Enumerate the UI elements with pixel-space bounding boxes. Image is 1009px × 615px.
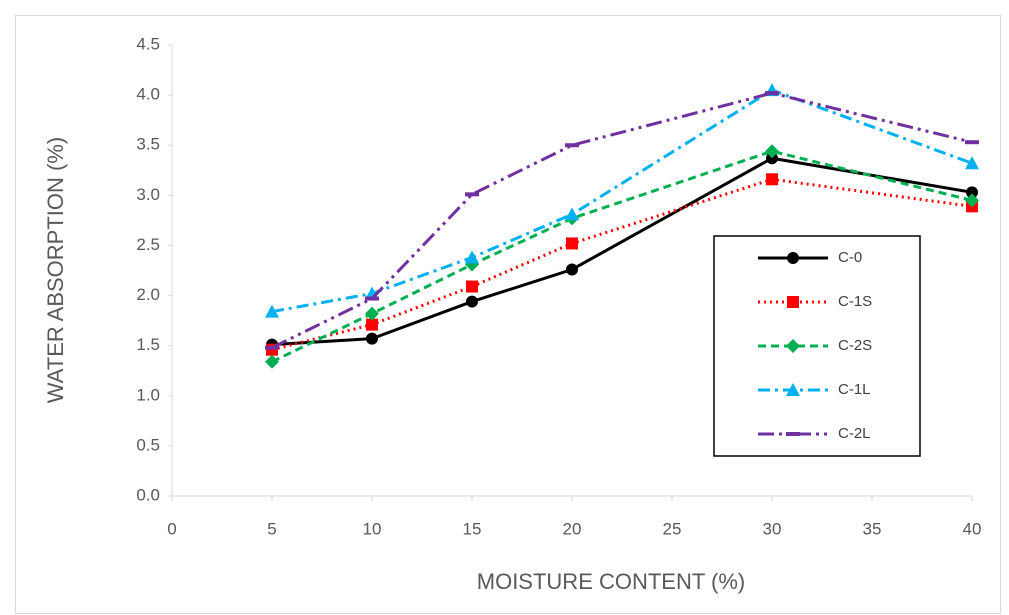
marker	[366, 318, 378, 331]
series-line	[271, 91, 973, 350]
x-tick-label: 35	[863, 519, 882, 538]
legend-marker	[787, 296, 799, 308]
y-axis-title: WATER ABSORPTION (%)	[43, 137, 68, 403]
marker	[465, 192, 479, 197]
marker	[365, 296, 379, 301]
x-tick-label: 30	[763, 519, 782, 538]
marker	[566, 263, 578, 276]
legend-label: C-0	[838, 249, 862, 266]
series-line	[271, 88, 973, 314]
marker	[265, 354, 279, 369]
series-line	[271, 177, 973, 352]
y-tick-label: 3.5	[136, 135, 160, 154]
marker	[565, 207, 579, 221]
marker	[765, 91, 779, 96]
y-tick-label: 0.5	[136, 435, 160, 454]
marker	[966, 186, 978, 199]
legend-label: C-1L	[838, 381, 871, 398]
marker	[465, 250, 479, 264]
marker	[965, 140, 979, 145]
legend-label: C-1S	[838, 293, 872, 310]
y-tick-label: 4.0	[136, 85, 160, 104]
marker	[766, 173, 778, 186]
marker	[265, 345, 279, 350]
marker	[965, 193, 979, 208]
y-tick-label: 0.0	[136, 485, 160, 504]
marker	[265, 304, 279, 318]
marker	[466, 280, 478, 293]
x-tick-label: 10	[363, 519, 382, 538]
marker	[765, 144, 779, 159]
legend-label: C-2S	[838, 337, 872, 354]
legend-marker	[786, 383, 800, 396]
legend-marker	[786, 432, 800, 436]
legend-label: C-2L	[838, 425, 871, 442]
x-axis-title: MOISTURE CONTENT (%)	[477, 569, 745, 594]
marker	[566, 237, 578, 250]
marker	[766, 152, 778, 165]
y-tick-label: 4.5	[136, 34, 160, 53]
marker	[965, 156, 979, 170]
x-tick-label: 40	[963, 519, 982, 538]
x-tick-label: 15	[463, 519, 482, 538]
y-tick-label: 1.5	[136, 335, 160, 354]
marker	[365, 306, 379, 321]
series-line	[271, 149, 973, 364]
x-tick-label: 5	[267, 519, 276, 538]
x-tick-label: 25	[663, 519, 682, 538]
series-line	[271, 156, 973, 347]
marker	[466, 295, 478, 308]
marker	[366, 332, 378, 345]
y-tick-label: 2.5	[136, 235, 160, 254]
legend-marker	[787, 252, 799, 264]
x-tick-label: 20	[563, 519, 582, 538]
x-tick-label: 0	[167, 519, 176, 538]
legend-marker	[786, 339, 800, 353]
marker	[565, 143, 579, 148]
y-tick-label: 2.0	[136, 285, 160, 304]
legend: C-0 C-1S C-2S C-1L C-2L	[713, 235, 921, 457]
y-tick-label: 3.0	[136, 185, 160, 204]
y-tick-label: 1.0	[136, 385, 160, 404]
